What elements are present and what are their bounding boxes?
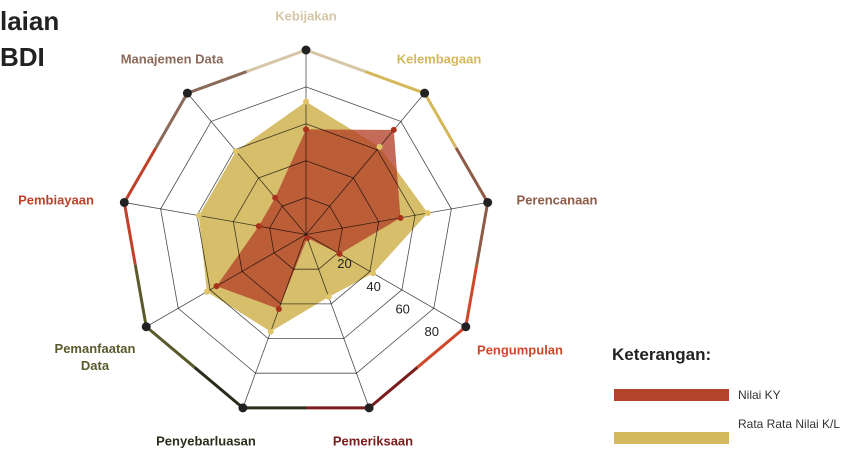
outer-ring bbox=[123, 147, 158, 204]
axis-label: Penyebarluasan bbox=[156, 433, 256, 449]
vertex-dot bbox=[238, 403, 248, 413]
data-point bbox=[303, 98, 309, 105]
axis-label: Perencanaan bbox=[516, 192, 598, 208]
data-point bbox=[272, 194, 279, 201]
data-point bbox=[336, 250, 343, 257]
outer-ring bbox=[475, 202, 490, 265]
vertex-dot bbox=[483, 197, 493, 207]
title-line: BDI bbox=[0, 42, 45, 72]
outer-ring bbox=[186, 70, 248, 95]
legend-label: Rata Rata Nilai K/L bbox=[738, 417, 841, 431]
outer-ring bbox=[122, 202, 137, 265]
data-point bbox=[195, 212, 202, 219]
series-area bbox=[216, 129, 401, 310]
spoke bbox=[305, 92, 425, 235]
data-point bbox=[275, 306, 282, 313]
tick-label: 60 bbox=[395, 301, 409, 316]
data-point bbox=[390, 126, 397, 133]
legend-swatch bbox=[614, 389, 729, 401]
legend-title: Keterangan: bbox=[612, 345, 712, 364]
axis-label: Kelembagaan bbox=[396, 51, 482, 67]
data-point bbox=[370, 270, 377, 277]
vertex-dot bbox=[420, 88, 430, 98]
grid-ring bbox=[269, 197, 343, 270]
data-point bbox=[233, 148, 240, 155]
vertex-dot bbox=[364, 403, 374, 413]
spoke bbox=[305, 234, 370, 409]
outer-ring bbox=[133, 264, 148, 328]
vertex-dot bbox=[461, 322, 471, 332]
outer-ring bbox=[305, 48, 366, 73]
outer-ring bbox=[364, 70, 426, 95]
axis-label: Pemeriksaan bbox=[332, 433, 414, 449]
vertex-dot bbox=[301, 45, 311, 55]
spoke bbox=[305, 202, 488, 235]
spoke bbox=[146, 234, 307, 328]
outer-ring bbox=[416, 325, 467, 369]
outer-ring bbox=[423, 92, 458, 149]
data-point bbox=[213, 283, 220, 290]
legend-label: Nilai KY bbox=[738, 388, 781, 402]
grid-ring bbox=[196, 123, 416, 339]
vertex-dot bbox=[182, 88, 192, 98]
grid-ring bbox=[232, 160, 380, 305]
tick-label: 20 bbox=[337, 256, 351, 271]
spoke bbox=[124, 202, 307, 235]
outer-ring bbox=[193, 366, 244, 410]
spoke bbox=[305, 234, 466, 328]
data-point bbox=[325, 293, 332, 300]
axis-label: Kebijakan bbox=[275, 8, 337, 24]
data-point bbox=[376, 143, 383, 150]
spoke bbox=[187, 92, 307, 235]
outer-ring bbox=[464, 264, 479, 328]
title-line: laian bbox=[0, 6, 60, 36]
data-point bbox=[255, 223, 262, 230]
tick-label: 40 bbox=[366, 279, 380, 294]
vertex-dot bbox=[141, 322, 151, 332]
axis-label: Pemanfaatan Data bbox=[54, 341, 136, 373]
outer-ring bbox=[154, 92, 189, 149]
axis-label: Manajemen Data bbox=[120, 51, 224, 67]
axis-label: Pembiayaan bbox=[18, 192, 94, 208]
outer-ring bbox=[145, 325, 196, 369]
data-point bbox=[203, 288, 210, 295]
data-point bbox=[303, 126, 309, 133]
vertex-dot bbox=[119, 197, 129, 207]
outer-ring bbox=[454, 147, 489, 204]
data-point bbox=[397, 214, 404, 221]
legend-swatch bbox=[614, 432, 729, 444]
grid-ring bbox=[160, 86, 452, 374]
outer-ring bbox=[246, 48, 307, 73]
data-point bbox=[267, 328, 274, 335]
outer-ring bbox=[368, 366, 419, 410]
axis-label: Pengumpulan bbox=[477, 342, 563, 358]
data-point bbox=[304, 234, 311, 241]
tick-label: 80 bbox=[425, 324, 439, 339]
spoke bbox=[242, 234, 307, 409]
data-point bbox=[424, 210, 431, 217]
